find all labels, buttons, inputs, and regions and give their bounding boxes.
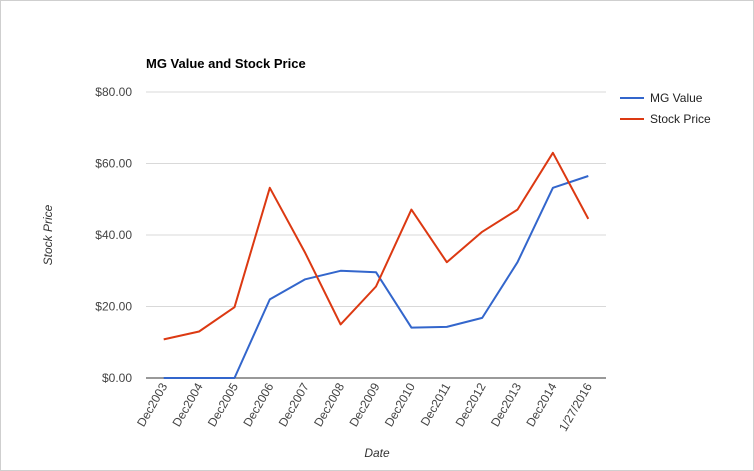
x-tick-label: Dec2004 [170, 380, 206, 429]
y-tick-label: $40.00 [95, 228, 132, 242]
y-tick-label: $0.00 [102, 371, 132, 385]
x-tick-labels: Dec2003 Dec2004 Dec2005 Dec2006 Dec2007 Dec20… [134, 380, 595, 434]
x-tick-label: Dec2014 [523, 380, 559, 429]
x-axis-title: Date [364, 446, 390, 460]
x-tick-label: Dec2007 [276, 380, 312, 429]
series-line-stock-price [163, 151, 590, 341]
x-tick-label: Dec2013 [488, 380, 524, 429]
legend: MG Value Stock Price [620, 91, 711, 126]
chart-title: MG Value and Stock Price [146, 56, 306, 71]
series-lines [163, 151, 590, 379]
y-tick-label: $60.00 [95, 157, 132, 171]
x-tick-label: Dec2005 [205, 380, 241, 429]
x-tick-label: 1/27/2016 [556, 380, 595, 434]
x-tick-label: Dec2012 [453, 380, 489, 429]
x-tick-label: Dec2006 [240, 380, 276, 429]
x-tick-label: Dec2011 [418, 380, 454, 428]
x-tick-label: Dec2009 [346, 380, 382, 429]
x-tick-label: Dec2008 [311, 380, 347, 429]
legend-label: Stock Price [650, 112, 711, 126]
x-tick-label: Dec2010 [382, 380, 418, 429]
y-tick-label: $80.00 [95, 85, 132, 99]
y-tick-label: $20.00 [95, 300, 132, 314]
y-axis-title: Stock Price [41, 204, 55, 265]
y-tick-labels: $0.00 $20.00 $40.00 $60.00 $80.00 [95, 85, 132, 385]
grid-lines [146, 91, 606, 307]
x-tick-label: Dec2003 [134, 380, 170, 429]
legend-label: MG Value [650, 91, 703, 105]
series-line-mg-value [163, 175, 589, 379]
